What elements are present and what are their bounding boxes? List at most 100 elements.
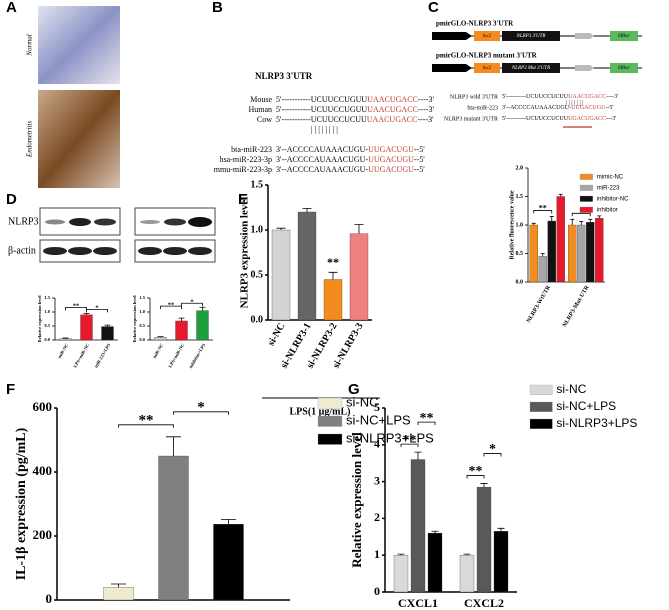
sequence: 3'--ACCCCAUAAACUGU-UUGACUGU--5' — [502, 105, 614, 111]
significance-bracket — [400, 443, 419, 448]
error-bar — [302, 208, 312, 212]
sequence-site: UUGACUGU — [368, 145, 414, 154]
y-tick-label: 1 — [374, 547, 380, 561]
y-tick-label: 0.0 — [516, 279, 524, 285]
error-bar — [199, 306, 206, 311]
y-tick-label: 400 — [33, 463, 53, 478]
panel-label: D — [6, 191, 17, 208]
legend-label: miR-223 — [597, 185, 620, 191]
bar — [568, 224, 577, 283]
y-tick-label: 1.5 — [516, 194, 524, 200]
y-tick-label: 0.5 — [139, 323, 145, 328]
error-bar — [463, 553, 471, 556]
bar — [595, 218, 604, 283]
bar — [547, 220, 556, 283]
legend-label: si-NC+LPS — [346, 413, 411, 428]
significance-bracket — [533, 210, 553, 214]
bar — [271, 229, 291, 321]
y-axis-label: Relative expression level — [37, 295, 42, 343]
bar — [577, 224, 586, 283]
bar — [556, 196, 565, 283]
error-bar — [166, 436, 181, 456]
construct-label: pmirGLO-NLRP3 3'UTR — [436, 20, 514, 28]
error-bar — [157, 336, 164, 338]
x-tick-label: miR-223+LPS — [93, 342, 111, 369]
significance-bracket — [86, 309, 108, 313]
x-tick-label: LPS+miR-NC — [167, 343, 185, 369]
sequence-site: UAACUGACC — [367, 115, 418, 124]
panel-label: C — [428, 0, 439, 16]
y-tick-label: 1.5 — [139, 295, 145, 300]
sequence-part: --5' — [414, 155, 425, 164]
legend-label: si-NLRP3+LPS — [346, 431, 434, 446]
sequence-site: UAACUGACC — [367, 105, 418, 114]
x-tick-label: NLRP3-WtUTR — [526, 284, 553, 324]
sequence-part: --5' — [414, 145, 425, 154]
y-tick-label: 1.5 — [44, 295, 50, 300]
construct-label: pmirGLO-NLRP3 mutant 3'UTR — [436, 52, 538, 60]
error-bar — [531, 222, 536, 225]
sequence-part: 3'--ACCCCAUAAACUGU- — [502, 105, 571, 111]
y-axis-label: Relative expression level — [349, 432, 364, 568]
box-label: luc2 — [483, 34, 492, 39]
legend-swatch — [579, 173, 593, 180]
panel-label: F — [6, 381, 15, 398]
sequence-part: 3'--ACCCCAUAAACUGU- — [276, 165, 368, 174]
y-tick-label: 3 — [374, 473, 380, 487]
error-bar — [480, 483, 488, 488]
error-bar — [62, 337, 69, 339]
legend-label: si-NLRP3+LPS — [556, 416, 637, 430]
significance-bracket — [173, 411, 229, 415]
sequence-site: UAACUGACC — [568, 94, 606, 100]
error-bar — [276, 227, 286, 230]
legend-label: mimic-NC — [597, 174, 624, 180]
significance-label: * — [190, 298, 193, 305]
bar — [154, 337, 167, 341]
error-bar — [354, 224, 364, 234]
y-axis-label: IL-1β expression (pg/mL) — [14, 427, 29, 580]
y-tick-label: 1.0 — [516, 222, 524, 228]
sequence-part: 3'--ACCCCAUAAACUGU- — [276, 145, 368, 154]
bar — [349, 233, 369, 321]
bar — [196, 310, 209, 341]
sequence-part: 5'----------UCUUCCUCUU — [502, 116, 569, 122]
significance-bracket — [483, 453, 502, 457]
legend-label: inhibitor — [597, 207, 618, 213]
bar — [410, 459, 426, 593]
sequence-part: ----3' — [418, 105, 435, 114]
y-tick-label: 1.5 — [251, 179, 264, 190]
bar — [393, 555, 409, 593]
sequence: 5'----------UCUUCCUCUUUGACUGACC---3' — [502, 116, 616, 122]
significance-bracket — [571, 212, 591, 217]
y-tick-label: 0 — [374, 584, 380, 598]
y-tick-label: 1.0 — [251, 224, 264, 235]
box-label: hRluc — [618, 34, 630, 39]
error-bar — [178, 317, 185, 321]
bar — [459, 555, 475, 593]
box-label: NLRP3 Mut 3'UTR — [511, 66, 550, 71]
bar — [323, 279, 343, 321]
sequence-label: Mouse — [250, 95, 272, 104]
sequence: 5'-----------UCUUCCUGUUUAACUGACC----3' — [276, 95, 435, 104]
error-bar — [497, 527, 505, 532]
sequence-site: UUGACUGU — [368, 155, 414, 164]
bar — [158, 455, 189, 601]
y-tick-label: 0.5 — [251, 269, 264, 280]
sequence: 5'-----------UCUUCCUGUUUAACUGACC----3' — [276, 105, 435, 114]
bar — [529, 224, 538, 283]
error-bar — [549, 216, 554, 222]
y-tick-label: 1.0 — [139, 309, 145, 314]
sequence: 5'-----------UCUUCCUCUUUAACUGACC----3' — [276, 115, 434, 124]
significance-bracket — [417, 421, 436, 426]
y-tick-label: 0.5 — [516, 251, 524, 257]
error-bar — [570, 218, 575, 225]
legend-label: si-NC — [346, 395, 379, 410]
box-label: luc2 — [483, 66, 492, 71]
y-axis-label: Relative expression level — [132, 295, 137, 343]
y-tick-label: 2 — [374, 510, 380, 524]
legend-swatch — [317, 397, 343, 409]
legend-label: si-NC+LPS — [556, 399, 616, 413]
sequence-label: NLRP3 mutant 3'UTR — [444, 116, 498, 122]
bar — [59, 338, 72, 341]
legend-swatch — [579, 184, 593, 191]
